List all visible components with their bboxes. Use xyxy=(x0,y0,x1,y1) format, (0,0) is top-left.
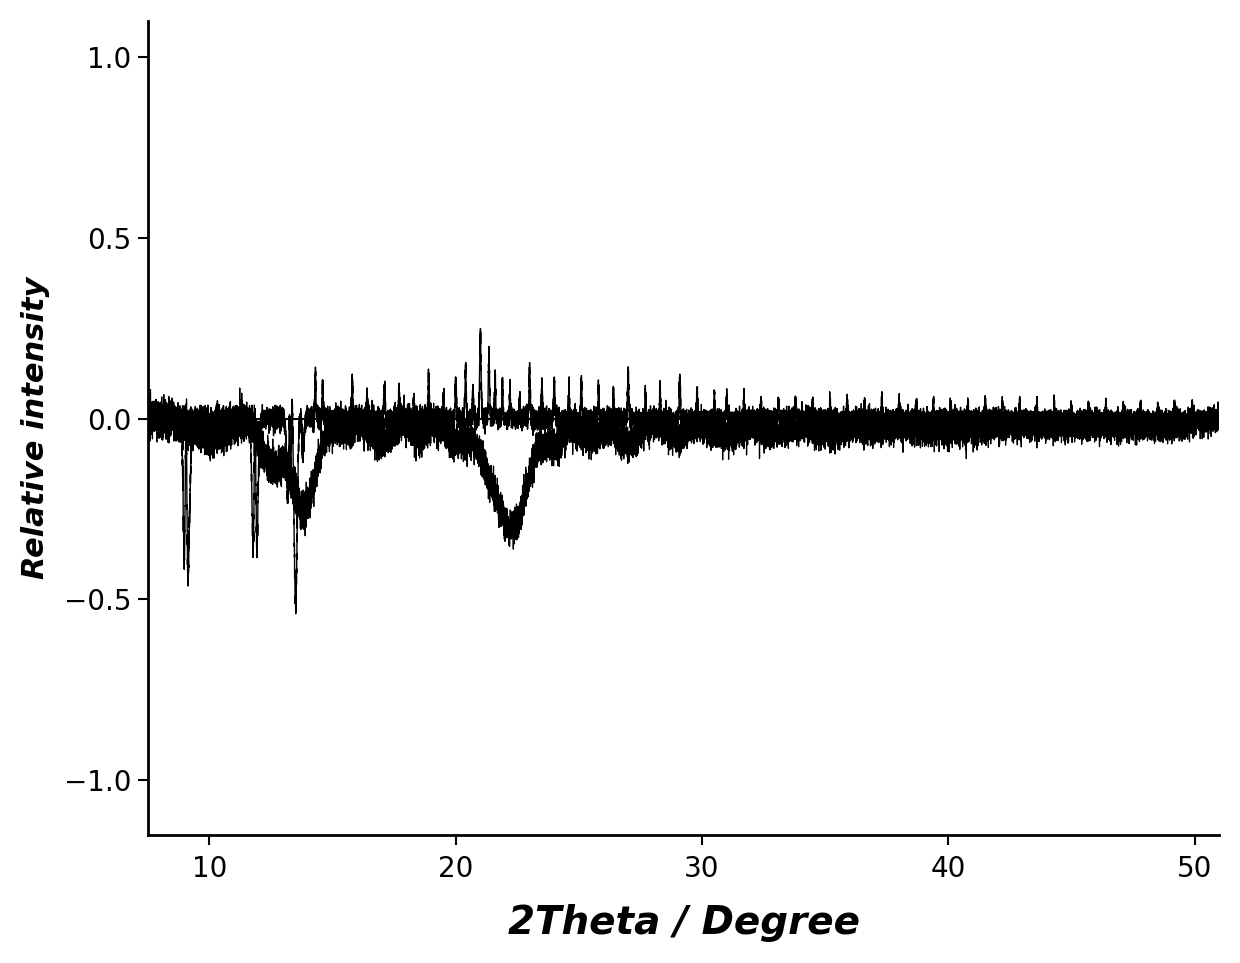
Y-axis label: Relative intensity: Relative intensity xyxy=(21,276,50,579)
X-axis label: 2Theta / Degree: 2Theta / Degree xyxy=(507,904,859,942)
